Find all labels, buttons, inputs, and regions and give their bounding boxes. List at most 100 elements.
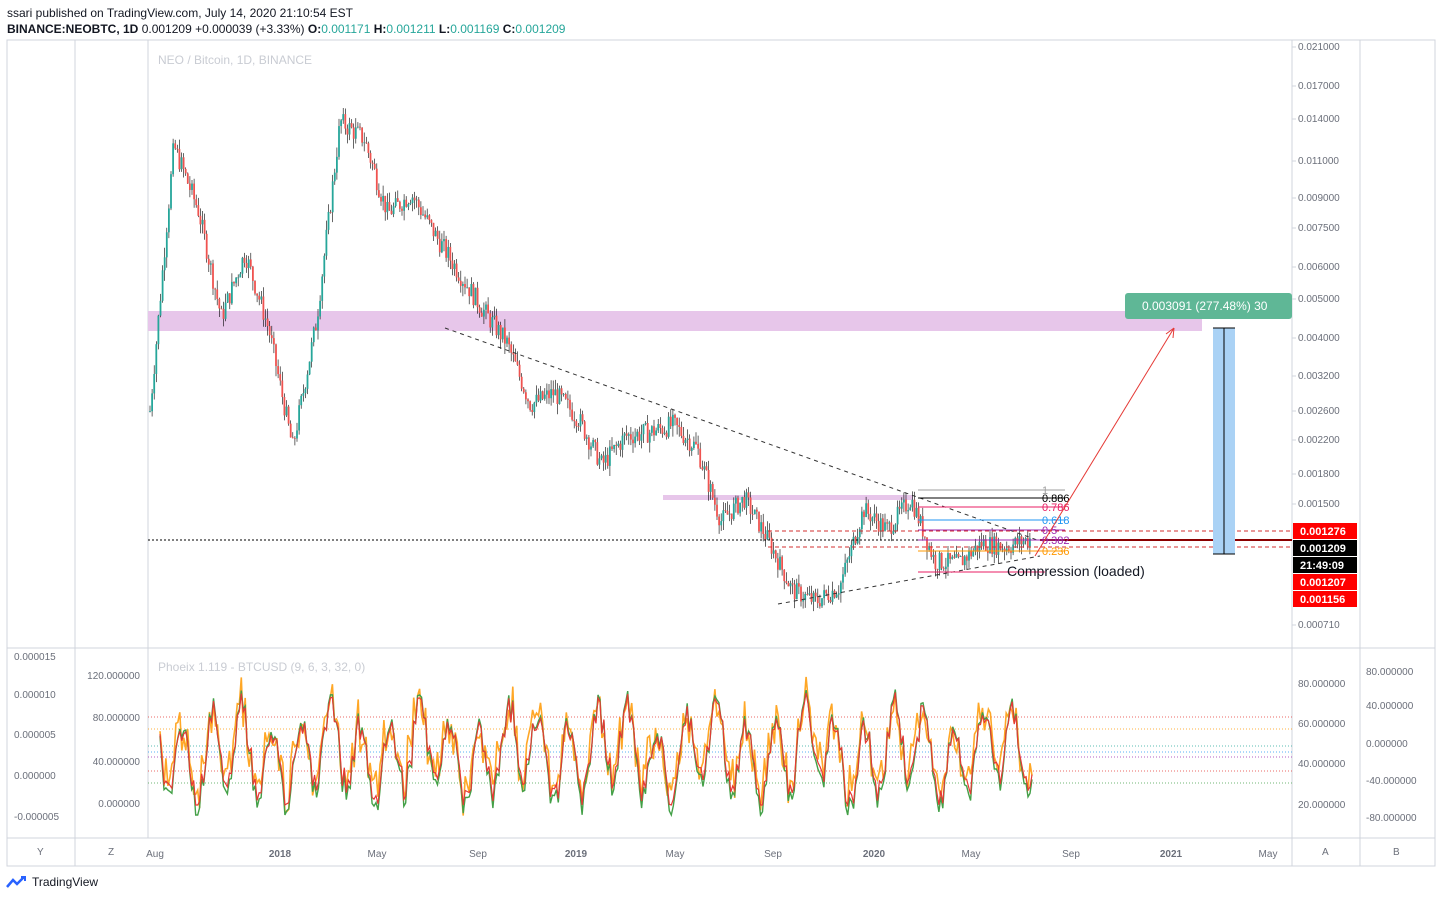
candle-body xyxy=(602,455,605,463)
price-tick: 0.001800 xyxy=(1298,469,1340,480)
candle-body xyxy=(506,337,508,344)
minor-zone xyxy=(663,495,913,500)
time-axis[interactable]: Aug 2018 May Sep 2019 May Sep 2020 May Sep 2021 May xyxy=(146,849,1277,860)
candle-body xyxy=(840,582,842,594)
candle-body xyxy=(537,394,540,401)
candle-body xyxy=(279,374,282,381)
candle-body xyxy=(205,233,208,259)
open-label: O: xyxy=(307,22,322,36)
arrow-head-icon xyxy=(1165,327,1175,339)
candle-body xyxy=(798,583,800,587)
candle-body xyxy=(747,492,750,498)
candle-body xyxy=(894,524,897,531)
a-button[interactable]: A xyxy=(1322,847,1329,858)
candle-body xyxy=(346,128,349,135)
candlestick-series xyxy=(149,107,1031,612)
candle-body xyxy=(501,327,504,340)
candle-body xyxy=(703,466,706,470)
candle-body xyxy=(814,592,817,597)
candle-body xyxy=(1010,551,1012,553)
candle-body xyxy=(222,308,225,319)
candle-body xyxy=(735,497,737,504)
projection-arrow xyxy=(1034,327,1175,557)
candle-body xyxy=(308,361,311,375)
candle-body xyxy=(466,287,468,289)
outer-frame xyxy=(6,39,1436,867)
osc-left-tick: 0.000010 xyxy=(14,690,56,701)
price-tick: 0.007500 xyxy=(1298,223,1340,234)
candle-body xyxy=(787,582,790,587)
candle-body xyxy=(497,325,500,336)
candle-body xyxy=(260,296,263,300)
candle-body xyxy=(548,390,550,399)
candle-body xyxy=(688,438,691,451)
time-tick: 2019 xyxy=(565,849,588,860)
candle-body xyxy=(638,431,641,441)
candle-body xyxy=(693,441,695,448)
y-button[interactable]: Y xyxy=(37,847,44,858)
candle-body xyxy=(772,550,775,554)
price-change: +0.000039 (+3.33%) xyxy=(195,22,305,36)
candle-body xyxy=(753,509,756,515)
candle-body xyxy=(275,344,277,367)
price-label: 0.001156 xyxy=(1293,591,1357,607)
candle-body xyxy=(462,284,464,286)
price-tick: 0.021000 xyxy=(1298,42,1340,53)
price-axis[interactable]: 0.021000 0.017000 0.014000 0.011000 0.009000… xyxy=(1292,42,1340,631)
candle-body xyxy=(766,530,769,540)
candle-body xyxy=(569,399,571,410)
candle-body xyxy=(611,446,613,450)
oscillator-axes: 0.000015 0.000010 0.000005 0.000000 -0.00000… xyxy=(14,652,1417,824)
osc-inner-tick: 40.000000 xyxy=(93,757,141,768)
price-label: 0.001209 xyxy=(1293,540,1357,556)
candle-body xyxy=(359,126,361,128)
candle-body xyxy=(220,308,223,310)
price-labels: 0.001276 0.001209 21:49:09 0.001207 0.001156 xyxy=(1293,523,1357,607)
osc-left-tick: 0.000000 xyxy=(14,771,56,782)
candle-body xyxy=(464,284,466,288)
candle-body xyxy=(823,590,825,599)
low-value: 0.001169 xyxy=(450,22,500,36)
candle-body xyxy=(779,556,781,570)
price-label-bg xyxy=(1293,591,1357,607)
candle-body xyxy=(835,594,838,598)
z-button[interactable]: Z xyxy=(108,847,114,858)
candle-body xyxy=(821,598,823,607)
candle-body xyxy=(247,259,250,269)
candle-body xyxy=(480,312,483,317)
candle-body xyxy=(682,435,685,444)
candle-body xyxy=(653,426,655,436)
osc-far-right-tick: -80.000000 xyxy=(1366,813,1417,824)
fib-label: 1 xyxy=(1042,485,1048,497)
candle-body xyxy=(850,544,853,557)
candle-body xyxy=(982,539,985,547)
candle-body xyxy=(678,425,681,427)
candle-body xyxy=(312,327,315,343)
candle-body xyxy=(1026,538,1029,547)
candle-body xyxy=(165,232,168,258)
candle-body xyxy=(829,600,832,602)
candle-body xyxy=(665,432,668,437)
candle-body xyxy=(634,436,636,444)
candle-body xyxy=(732,503,735,520)
candle-body xyxy=(541,391,544,399)
b-button[interactable]: B xyxy=(1393,847,1400,858)
osc-line xyxy=(159,692,1033,807)
candle-body xyxy=(216,289,219,299)
target-label-box xyxy=(1125,293,1292,319)
candle-body xyxy=(987,550,989,553)
candle-body xyxy=(581,414,584,422)
candle-body xyxy=(816,596,819,604)
candle-body xyxy=(800,586,802,602)
candle-body xyxy=(936,569,939,571)
candle-body xyxy=(1003,548,1006,552)
candle-body xyxy=(1014,537,1017,545)
candle-body xyxy=(459,280,462,286)
candle-body xyxy=(298,405,300,431)
candle-body xyxy=(214,288,216,290)
candle-body xyxy=(617,443,620,446)
candle-body xyxy=(655,430,657,436)
candle-body xyxy=(256,293,258,296)
candle-body xyxy=(451,260,454,270)
